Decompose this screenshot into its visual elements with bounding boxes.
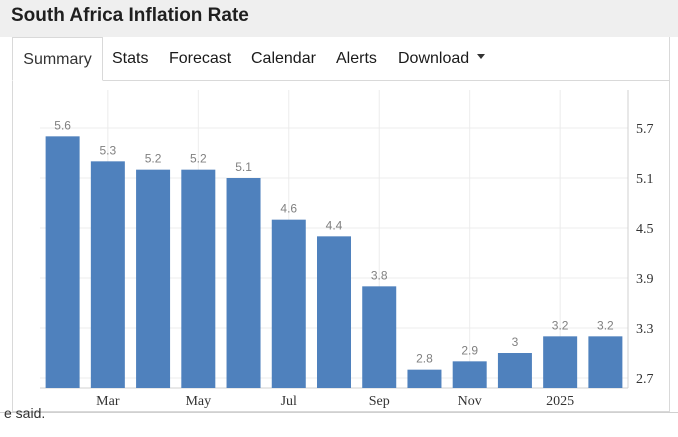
bar[interactable] <box>90 161 125 388</box>
bar[interactable] <box>543 336 578 388</box>
chart-bars <box>45 136 623 388</box>
y-tick-label: 5.1 <box>636 172 654 187</box>
bar[interactable] <box>497 353 532 388</box>
tab-calendar[interactable]: Calendar <box>251 50 316 67</box>
tab-bar: Summary Stats Forecast Calendar Alerts D… <box>12 37 670 81</box>
article-text-fragment: e said. <box>4 405 46 421</box>
bar-data-label: 5.1 <box>235 160 252 174</box>
bar-data-label: 4.6 <box>280 202 297 216</box>
tab-stats[interactable]: Stats <box>112 50 149 67</box>
bar[interactable] <box>45 136 80 388</box>
tab-alerts[interactable]: Alerts <box>336 50 377 67</box>
y-tick-label: 2.7 <box>636 372 654 387</box>
bar-data-label: 3.2 <box>597 318 614 332</box>
bar[interactable] <box>136 169 171 388</box>
bar-data-label: 4.4 <box>326 218 343 232</box>
x-tick-label: 2025 <box>546 394 574 409</box>
tab-download[interactable]: Download <box>398 37 486 80</box>
bar[interactable] <box>271 219 306 388</box>
chart-data-labels: 5.6 5.3 5.2 5.2 5.1 4.6 4.4 3.8 2.8 2.9 3 3.2 3.2 <box>54 118 614 365</box>
bar-data-label: 5.3 <box>100 143 117 157</box>
title-bar: South Africa Inflation Rate <box>0 0 678 37</box>
bar-data-label: 3.2 <box>552 318 569 332</box>
chart-y-axis: 2.7 3.3 3.9 4.5 5.1 5.7 <box>636 122 654 387</box>
chart-x-axis: Mar May Jul Sep Nov 2025 <box>96 394 574 409</box>
bar-data-label: 3.8 <box>371 268 388 282</box>
x-tick-label: Jul <box>281 394 297 409</box>
bar[interactable] <box>588 336 623 388</box>
y-tick-label: 4.5 <box>636 222 654 237</box>
bar[interactable] <box>452 361 487 388</box>
bar[interactable] <box>362 286 397 388</box>
bar-data-label: 5.2 <box>190 152 207 166</box>
tab-summary[interactable]: Summary <box>12 37 103 81</box>
page-title: South Africa Inflation Rate <box>11 5 249 26</box>
y-tick-label: 5.7 <box>636 122 654 137</box>
x-tick-label: Nov <box>458 394 482 409</box>
bar-data-label: 5.6 <box>54 118 71 132</box>
x-tick-label: Mar <box>96 394 120 409</box>
caret-down-icon <box>477 54 486 60</box>
y-tick-label: 3.9 <box>636 272 654 287</box>
page-divider <box>0 412 678 413</box>
bar[interactable] <box>317 236 351 388</box>
bar[interactable] <box>226 178 261 388</box>
bar[interactable] <box>181 169 216 388</box>
x-tick-label: Sep <box>369 394 390 409</box>
bar-data-label: 3 <box>512 335 519 349</box>
x-tick-label: May <box>185 394 211 409</box>
y-tick-label: 3.3 <box>636 322 654 337</box>
tab-download-label: Download <box>398 50 470 67</box>
bar-data-label: 2.8 <box>416 352 433 366</box>
bar-data-label: 5.2 <box>145 152 162 166</box>
bar[interactable] <box>407 369 442 388</box>
bar-data-label: 2.9 <box>461 343 478 357</box>
tab-forecast[interactable]: Forecast <box>169 50 232 67</box>
